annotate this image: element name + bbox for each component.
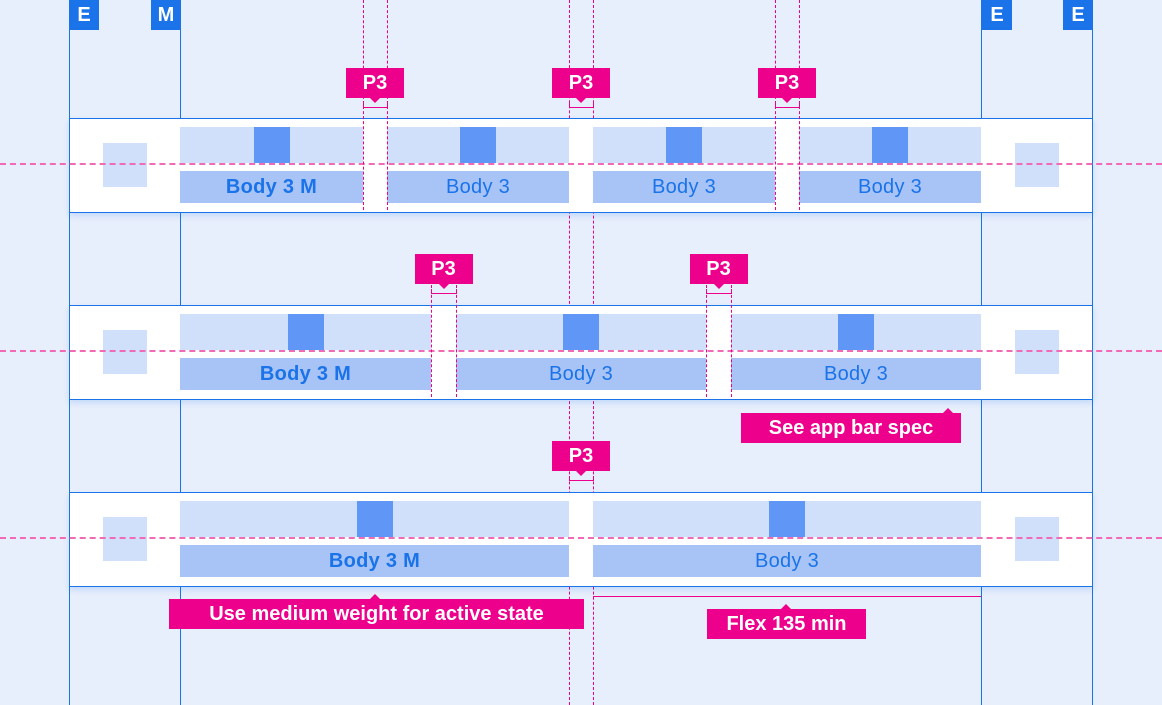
keyline-badge-m: M xyxy=(151,0,181,30)
center-guide-line xyxy=(0,537,1162,539)
flex-measure-line xyxy=(593,596,981,597)
gap-guide-line xyxy=(431,285,432,397)
tab-icon xyxy=(563,314,599,350)
keyline-badge-e: E xyxy=(982,0,1012,30)
tab-icon xyxy=(356,501,393,537)
gap-label-p3: P3 xyxy=(346,68,404,103)
tab-icon xyxy=(287,314,324,350)
gap-guide-line xyxy=(706,285,707,397)
tab-label: Body 3 xyxy=(387,171,569,203)
gap-label-p3: P3 xyxy=(758,68,816,103)
gap-measure-bracket xyxy=(363,103,388,108)
tab-icon xyxy=(666,127,702,163)
gap-guide-line xyxy=(731,285,732,397)
tab-label: Body 3 xyxy=(593,545,981,577)
keyline-badge-e: E xyxy=(69,0,99,30)
gap-label-p3: P3 xyxy=(552,441,610,476)
tab-icon xyxy=(253,127,290,163)
gap-label-p3: P3 xyxy=(414,254,473,289)
tab-icon xyxy=(769,501,805,537)
tab-label: Body 3 xyxy=(593,171,775,203)
annotation-active-state: Use medium weight for active state xyxy=(169,594,584,629)
gap-label-p3: P3 xyxy=(552,68,610,103)
tab-label: Body 3 xyxy=(731,358,981,390)
tab-label: Body 3 xyxy=(799,171,981,203)
tab-label: Body 3 M xyxy=(180,358,431,390)
tab-label: Body 3 xyxy=(456,358,706,390)
annotation-flex: Flex 135 min xyxy=(707,604,866,639)
tab-icon xyxy=(872,127,908,163)
trailing-icon-placeholder xyxy=(1015,517,1059,561)
gap-guide-line xyxy=(456,285,457,397)
tab-icon xyxy=(838,314,874,350)
tab-icon xyxy=(460,127,496,163)
gap-measure-bracket xyxy=(431,289,457,294)
tab-label: Body 3 M xyxy=(180,545,569,577)
leading-icon-placeholder xyxy=(103,330,147,374)
center-guide-line xyxy=(0,163,1162,165)
gap-measure-bracket xyxy=(569,476,594,481)
leading-icon-placeholder xyxy=(103,143,147,187)
gap-measure-bracket xyxy=(775,103,800,108)
trailing-icon-placeholder xyxy=(1015,143,1059,187)
keyline-badge-e: E xyxy=(1063,0,1093,30)
center-guide-line xyxy=(0,350,1162,352)
trailing-icon-placeholder xyxy=(1015,330,1059,374)
gap-measure-bracket xyxy=(706,289,732,294)
leading-icon-placeholder xyxy=(103,517,147,561)
gap-measure-bracket xyxy=(569,103,594,108)
tab-label: Body 3 M xyxy=(180,171,363,203)
annotation-app-bar: See app bar spec xyxy=(741,408,961,443)
gap-label-p3: P3 xyxy=(689,254,748,289)
